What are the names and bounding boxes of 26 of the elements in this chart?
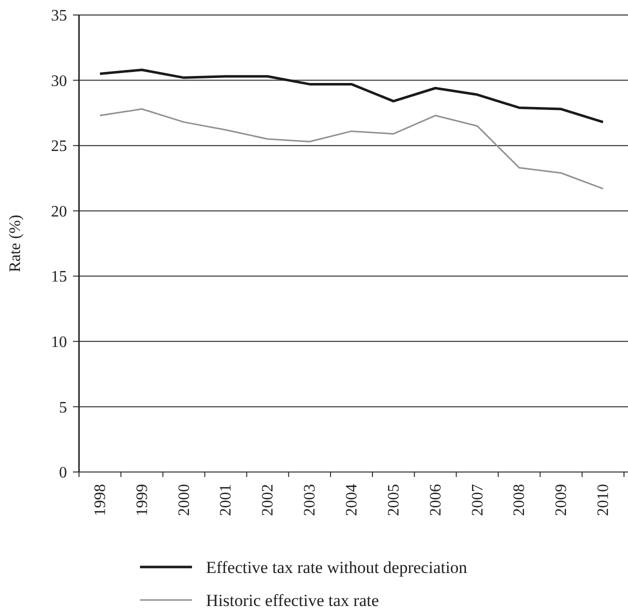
x-tick-label: 2007	[469, 484, 486, 516]
y-tick-label: 30	[51, 72, 67, 90]
x-tick-label: 2001	[218, 484, 235, 516]
x-tick-label: 2010	[595, 484, 612, 516]
y-axis-title: Rate (%)	[7, 214, 24, 272]
legend-label: Effective tax rate without depreciation	[206, 558, 468, 577]
x-tick-label: 2008	[511, 484, 528, 516]
x-tick-label: 2004	[344, 484, 360, 516]
x-tick-label: 2006	[427, 484, 444, 516]
line-series	[98, 68, 604, 124]
x-tick-label: 2002	[260, 484, 277, 516]
x-tick-label: 2003	[302, 484, 319, 516]
x-tick-label: 1999	[134, 484, 151, 516]
x-tick-label: 2000	[176, 484, 193, 516]
y-tick-label: 10	[51, 334, 67, 352]
legend-label: Historic effective tax rate	[206, 590, 379, 610]
y-tick-label: 20	[51, 203, 67, 220]
x-tick-label: 1998	[92, 484, 109, 516]
y-tick-label: 5	[59, 399, 67, 416]
y-tick-label: 0	[59, 464, 67, 482]
x-tick-label: 2005	[385, 484, 402, 516]
line-series	[99, 108, 604, 190]
y-tick-label: 35	[51, 8, 67, 25]
y-tick-label: 25	[51, 138, 67, 156]
y-tick-label: 15	[51, 268, 67, 286]
x-tick-label: 2009	[553, 484, 570, 516]
